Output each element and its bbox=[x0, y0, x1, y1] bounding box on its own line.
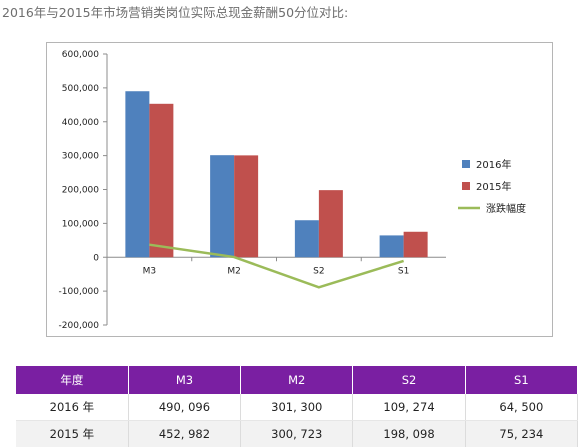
table-cell: 198, 098 bbox=[352, 420, 466, 447]
y-tick-label: 300,000 bbox=[62, 152, 99, 162]
table-header-cell: 年度 bbox=[16, 366, 129, 394]
legend-swatch bbox=[462, 160, 470, 168]
salary-comparison-chart: -200,000 -100,000 0 100,000 200,000 300,000 40… bbox=[59, 50, 526, 331]
legend-label: 2015年 bbox=[476, 180, 511, 193]
table-header-cell: S1 bbox=[465, 366, 579, 394]
bar-series-1 bbox=[379, 235, 404, 258]
bar-series-2 bbox=[403, 231, 428, 258]
y-tick-label: 600,000 bbox=[62, 50, 99, 60]
x-tick-label: M3 bbox=[143, 266, 157, 276]
salary-data-table: 年度 M3 M2 S2 S1 2016 年 490, 096 301, 300 … bbox=[16, 366, 579, 447]
y-tick-label: 400,000 bbox=[62, 118, 99, 128]
page-title: 2016年与2015年市场营销类岗位实际总现金薪酬50分位对比: bbox=[2, 5, 349, 20]
bar-series-2 bbox=[318, 190, 343, 258]
table-cell: 452, 982 bbox=[128, 420, 242, 447]
bar-series-2 bbox=[149, 103, 174, 258]
table-cell: 109, 274 bbox=[352, 394, 466, 421]
table-cell: 64, 500 bbox=[465, 394, 579, 421]
table-row: 2016 年 490, 096 301, 300 109, 274 64, 50… bbox=[16, 394, 579, 421]
table-cell: 75, 234 bbox=[465, 420, 579, 447]
bar-series-1 bbox=[125, 91, 150, 258]
x-tick-label: M2 bbox=[227, 266, 241, 276]
x-tick-label: S2 bbox=[313, 266, 324, 276]
y-tick-label: -100,000 bbox=[59, 287, 100, 297]
table-header-row: 年度 M3 M2 S2 S1 bbox=[16, 366, 579, 394]
table-row: 2015 年 452, 982 300, 723 198, 098 75, 23… bbox=[16, 420, 579, 447]
y-tick-label: 500,000 bbox=[62, 84, 99, 94]
x-tick-label: S1 bbox=[398, 266, 409, 276]
y-tick-label: 200,000 bbox=[62, 186, 99, 196]
table-cell: 2015 年 bbox=[16, 420, 129, 447]
table-header-cell: M3 bbox=[128, 366, 242, 394]
y-tick-label: 100,000 bbox=[62, 219, 99, 229]
y-tick-label: -200,000 bbox=[59, 321, 100, 331]
legend-label: 2016年 bbox=[476, 158, 511, 171]
bar-series-1 bbox=[294, 220, 319, 258]
table-cell: 490, 096 bbox=[128, 394, 242, 421]
bar-series-1 bbox=[210, 155, 235, 258]
legend-label: 涨跌幅度 bbox=[486, 202, 526, 215]
table-cell: 2016 年 bbox=[16, 394, 129, 421]
legend-swatch bbox=[462, 182, 470, 190]
table-header-cell: M2 bbox=[240, 366, 354, 394]
table-cell: 301, 300 bbox=[240, 394, 354, 421]
line-series bbox=[149, 243, 404, 289]
table-header-cell: S2 bbox=[352, 366, 466, 394]
table-cell: 300, 723 bbox=[240, 420, 354, 447]
y-tick-label: 0 bbox=[93, 253, 99, 263]
bar-series-2 bbox=[234, 155, 259, 258]
